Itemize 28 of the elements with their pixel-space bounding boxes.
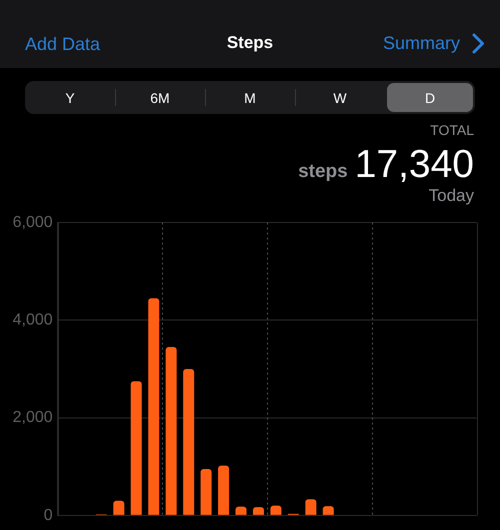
bar xyxy=(305,499,316,515)
bar xyxy=(166,347,177,515)
bar xyxy=(252,507,264,515)
text: Today xyxy=(428,186,474,205)
y-tick-label: 6,000 xyxy=(12,214,53,232)
bar xyxy=(148,298,160,515)
text: 6M xyxy=(150,90,170,106)
text: Add Data xyxy=(25,34,100,54)
text: M xyxy=(244,90,256,106)
bar xyxy=(270,506,282,515)
bar xyxy=(218,466,230,515)
y-tick-label: 2,000 xyxy=(12,409,53,426)
text: 17,340 xyxy=(354,143,474,186)
text: Y xyxy=(65,90,75,106)
text: D xyxy=(424,90,436,106)
text: W xyxy=(333,90,347,106)
bar xyxy=(113,500,124,515)
bar xyxy=(130,381,142,515)
y-tick-label: 0 xyxy=(44,506,53,524)
text: steps xyxy=(298,161,348,182)
bar xyxy=(322,506,334,515)
text: Summary xyxy=(382,33,460,53)
bar xyxy=(183,369,194,515)
y-tick-label: 4,000 xyxy=(12,312,53,329)
text: TOTAL xyxy=(430,122,474,138)
bar xyxy=(200,469,212,515)
bar xyxy=(236,506,247,515)
chart-title: Steps xyxy=(226,33,274,52)
